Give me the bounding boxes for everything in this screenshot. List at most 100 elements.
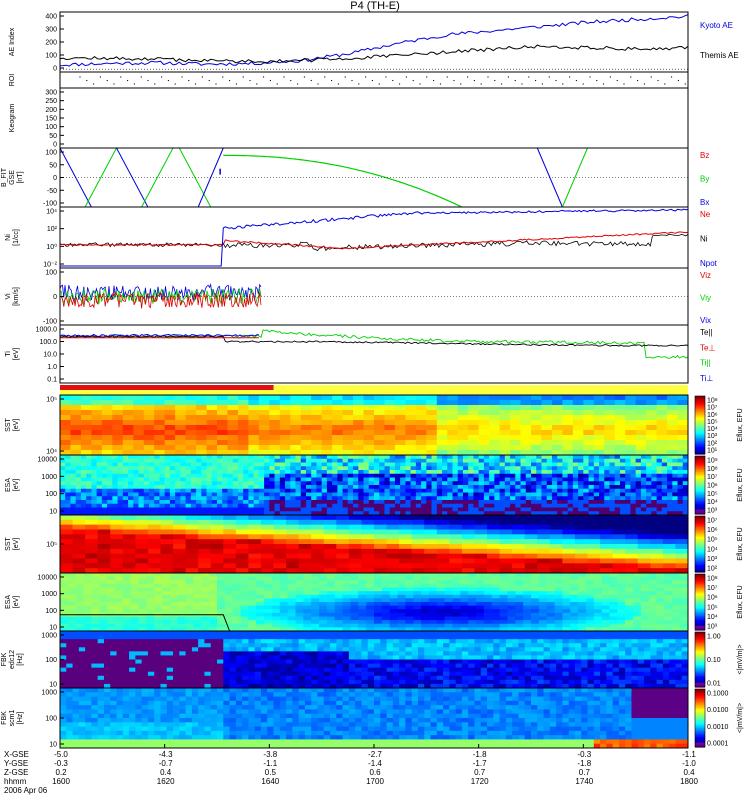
roi-dot: [480, 83, 482, 85]
heatmap-cell: [667, 473, 673, 478]
heatmap-cell: [587, 558, 601, 564]
heatmap-cell: [677, 450, 689, 456]
heatmap-cell: [640, 594, 650, 599]
heatmap-cell: [177, 576, 186, 581]
heatmap-cell: [350, 605, 359, 610]
heatmap-cell: [237, 466, 244, 471]
heatmap-cell: [271, 598, 281, 603]
heatmap-cell: [264, 455, 270, 460]
heatmap-cell: [525, 496, 532, 501]
heatmap-cell: [468, 458, 474, 463]
heatmap-cell: [640, 627, 650, 632]
heatmap-cell: [232, 481, 239, 486]
heatmap-cell: [211, 492, 218, 497]
heatmap-cell: [326, 507, 333, 512]
heatmap-cell: [159, 511, 166, 516]
heatmap-cell: [609, 466, 616, 471]
heatmap-cell: [462, 511, 469, 516]
heatmap-cell: [177, 616, 186, 621]
heatmap-cell: [295, 591, 304, 596]
heatmap-cell: [258, 455, 265, 460]
heatmap-cell: [483, 473, 490, 478]
heatmap-cell: [436, 620, 446, 625]
heatmap-cell: [80, 435, 92, 441]
roi-dot: [664, 83, 666, 85]
heatmap-cell: [587, 553, 601, 559]
heatmap-cell: [332, 430, 343, 436]
heatmap-cell: [342, 627, 351, 632]
heatmap-cell: [311, 605, 320, 610]
heatmap-cell: [499, 563, 513, 569]
esa_e-colorbar-cell: [695, 471, 705, 474]
heatmap-cell: [474, 524, 488, 530]
heatmap-cell: [138, 511, 145, 516]
heatmap-cell: [185, 553, 199, 559]
heatmap-cell: [91, 580, 100, 585]
heatmap-cell: [347, 485, 354, 490]
heatmap-cell: [368, 500, 375, 505]
heatmap-cell: [415, 420, 427, 426]
heatmap-cell: [97, 558, 111, 564]
heatmap-cell: [75, 620, 84, 625]
heatmap-cell: [483, 485, 490, 490]
heatmap-cell: [625, 458, 631, 463]
heatmap-cell: [264, 466, 270, 471]
heatmap-cell: [489, 435, 500, 441]
heatmap-cell: [135, 519, 149, 526]
roi-dot: [229, 79, 231, 82]
heatmap-cell: [510, 496, 516, 501]
heatmap-cell: [201, 488, 207, 493]
heatmap-cell: [237, 445, 249, 451]
sst_e-colorbar-cell: [695, 401, 705, 404]
heatmap-cell: [468, 420, 480, 426]
heatmap-cell: [80, 450, 92, 456]
heatmap-cell: [248, 576, 257, 581]
heatmap-cell: [389, 473, 396, 478]
heatmap-cell: [110, 515, 124, 521]
heatmap-cell: [682, 503, 689, 508]
heatmap-cell: [271, 587, 281, 592]
heatmap-cell: [468, 410, 480, 416]
heatmap-cell: [625, 616, 634, 621]
heatmap-cell: [112, 503, 118, 508]
heatmap-cell: [625, 609, 634, 614]
heatmap-cell: [374, 445, 385, 451]
heatmap-cell: [473, 481, 480, 486]
heatmap-cell: [86, 485, 92, 490]
heatmap-cell: [413, 587, 422, 592]
heatmap-cell: [635, 507, 642, 512]
heatmap-cell: [60, 667, 67, 673]
heatmap-cell: [436, 609, 446, 614]
heatmap-cell: [677, 496, 684, 501]
heatmap-cell: [164, 450, 176, 456]
heatmap-cell: [394, 405, 406, 411]
heatmap-cell: [667, 420, 678, 426]
heatmap-cell: [583, 395, 595, 401]
heatmap-cell: [515, 623, 524, 628]
heatmap-cell: [457, 420, 469, 426]
heatmap-cell: [353, 458, 359, 463]
heatmap-cell: [169, 609, 179, 614]
heatmap-cell: [198, 515, 212, 521]
heatmap-cell: [426, 405, 438, 411]
heatmap-cell: [374, 602, 383, 607]
heatmap-cell: [279, 598, 289, 603]
heatmap-cell: [562, 430, 574, 436]
heatmap-cell: [461, 515, 475, 521]
heatmap-cell: [397, 623, 406, 628]
heatmap-cell: [311, 583, 320, 588]
heatmap-cell: [80, 445, 92, 451]
heatmap-cell: [130, 587, 139, 592]
heatmap-cell: [656, 450, 668, 456]
heatmap-cell: [319, 583, 328, 588]
heatmap-cell: [379, 500, 385, 505]
heatmap-cell: [274, 485, 281, 490]
heatmap-cell: [635, 473, 642, 478]
heatmap-cell: [162, 616, 171, 621]
heatmap-cell: [447, 458, 453, 463]
heatmap-cell: [342, 511, 349, 516]
ae-frame: [59, 11, 689, 73]
heatmap-cell: [298, 524, 312, 530]
heatmap-cell: [91, 481, 98, 486]
heatmap-cell: [353, 503, 359, 508]
